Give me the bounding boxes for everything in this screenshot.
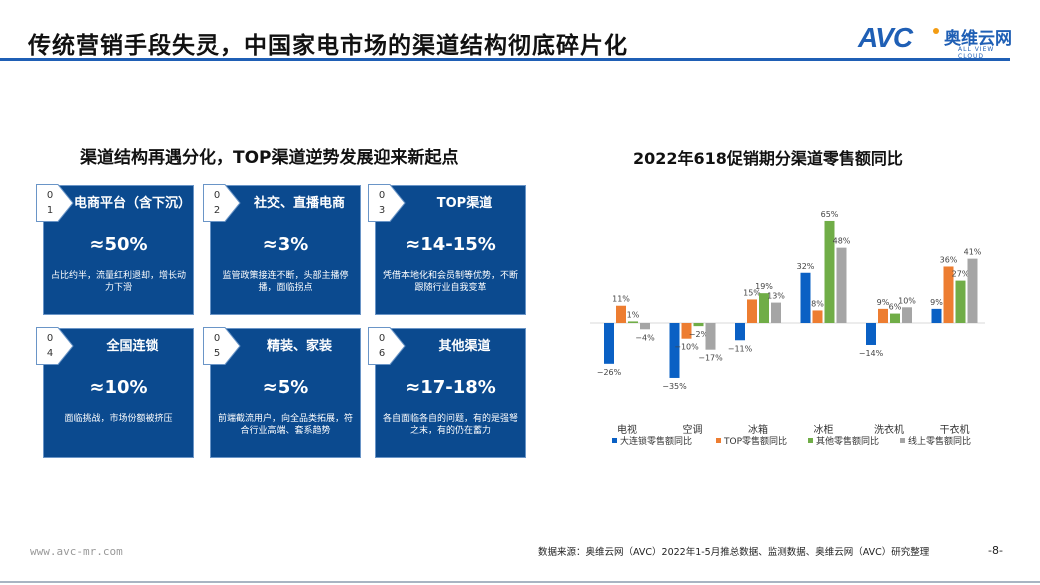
bar-chart: −26% 11% 1% −4% 电视 −35% −10% −2% −17% 空调 −11% 15%19… (590, 210, 985, 447)
card-share: ≈3% (262, 234, 309, 255)
category-label: 电视 (617, 423, 637, 436)
card-number-badge: 0 5 (203, 327, 241, 365)
bar (771, 302, 781, 323)
bar (616, 305, 626, 323)
bar (735, 323, 745, 341)
card-desc: 占比约半，流量红利退却，增长动力下滑 (50, 271, 186, 293)
data-label: 1% (627, 310, 640, 319)
bar (878, 308, 888, 323)
category-label: 空调 (683, 423, 703, 436)
bar (955, 280, 966, 323)
legend-label: 大连锁零售额同比 (620, 435, 692, 447)
channel-card: 电商平台（含下沉） ≈50% 占比约半，流量红利退却，增长动力下滑 (43, 185, 194, 315)
channel-card: 全国连锁 ≈10% 面临挑战，市场份额被挤压 (43, 328, 194, 458)
bar (931, 308, 942, 323)
bar (943, 266, 954, 323)
data-label: 9% (877, 298, 890, 307)
avc-logo: AVC 奥维云网 ALL VIEW CLOUD (858, 22, 1012, 60)
card-share: ≈10% (89, 377, 148, 398)
card-share: ≈14-15% (405, 234, 496, 255)
card-desc: 监管政策接连不断，头部主播停播，面临拐点 (222, 271, 349, 293)
category-label: 冰箱 (748, 423, 768, 436)
header-divider (0, 58, 1010, 61)
card-name: TOP渠道 (436, 196, 493, 211)
data-label: 27% (952, 270, 970, 279)
card-number-badge: 0 2 (203, 184, 241, 222)
bar (747, 299, 757, 323)
bar (812, 310, 823, 323)
data-label: −10% (674, 343, 699, 352)
data-label: −26% (597, 368, 622, 377)
data-label: 8% (811, 299, 824, 308)
chart-title: 2022年618促销期分渠道零售额同比 (633, 149, 903, 168)
category-label: 冰柜 (814, 423, 834, 436)
data-label: −11% (728, 344, 753, 353)
data-label: 13% (767, 292, 785, 301)
data-label: 48% (833, 237, 851, 246)
bar (681, 323, 692, 339)
data-label: 36% (940, 255, 958, 264)
bar (669, 323, 680, 378)
card-name: 电商平台（含下沉） (74, 196, 192, 211)
card-desc: 面临挑战，市场份额被挤压 (64, 414, 173, 424)
bar (628, 321, 638, 323)
data-label: 9% (930, 298, 943, 307)
data-label: −14% (859, 349, 884, 358)
website[interactable]: www.avc-mr.com (30, 545, 123, 558)
data-label: 32% (797, 262, 815, 271)
card-number-badge: 0 6 (368, 327, 406, 365)
card-share: ≈17-18% (405, 377, 496, 398)
card-name: 全国连锁 (106, 339, 159, 354)
card-number-badge: 0 3 (368, 184, 406, 222)
data-label: −17% (698, 354, 723, 363)
card-number-badge: 0 1 (36, 184, 74, 222)
card-desc: 各自面临各自的问题，有的是强弩之末，有的仍在蓄力 (382, 414, 518, 436)
page-number: -8- (988, 544, 1003, 557)
footer-divider (0, 581, 1040, 583)
legend-swatch (612, 438, 617, 443)
data-label: −2% (689, 330, 709, 339)
data-label: 19% (755, 282, 773, 291)
data-label: 11% (612, 295, 630, 304)
bar (890, 313, 900, 323)
bar (800, 272, 811, 323)
data-label: 15% (743, 288, 761, 297)
card-name: 其他渠道 (438, 339, 491, 354)
bar (824, 220, 835, 323)
bar (640, 323, 650, 330)
bar (967, 258, 978, 323)
legend-label: TOP零售额同比 (723, 435, 787, 447)
data-label: 10% (898, 296, 916, 305)
card-desc: 前端截流用户，向全品类拓展，符合行业高端、套系趋势 (217, 414, 353, 436)
data-label: −35% (662, 382, 687, 391)
bar (604, 323, 614, 364)
legend-label: 其他零售额同比 (816, 435, 879, 447)
legend-swatch (716, 438, 721, 443)
card-number-badge: 0 4 (36, 327, 74, 365)
category-label: 洗衣机 (874, 423, 904, 436)
card-share: ≈5% (262, 377, 309, 398)
card-share: ≈50% (89, 234, 148, 255)
bar (836, 247, 847, 323)
legend-label: 线上零售额同比 (908, 435, 971, 447)
card-desc: 凭借本地化和会员制等优势，不断跟随行业自我变革 (382, 271, 518, 293)
bar (866, 323, 876, 345)
data-label: 6% (889, 303, 902, 312)
category-label: 干衣机 (940, 423, 970, 436)
page-title: 传统营销手段失灵，中国家电市场的渠道结构彻底碎片化 (28, 33, 628, 59)
legend-swatch (808, 438, 813, 443)
card-name: 精装、家装 (266, 339, 332, 354)
bar (902, 307, 912, 323)
bar (705, 323, 716, 350)
data-label: 41% (964, 248, 982, 257)
left-subtitle: 渠道结构再遇分化，TOP渠道逆势发展迎来新起点 (80, 148, 459, 168)
legend-swatch (900, 438, 905, 443)
data-source: 数据来源：奥维云网（AVC）2022年1-5月推总数据、监测数据、奥维云网（AV… (538, 547, 930, 558)
data-label: −4% (635, 333, 655, 342)
bar (693, 323, 704, 327)
bar (759, 293, 769, 323)
card-name: 社交、直播电商 (253, 196, 345, 211)
data-label: 65% (821, 210, 839, 219)
